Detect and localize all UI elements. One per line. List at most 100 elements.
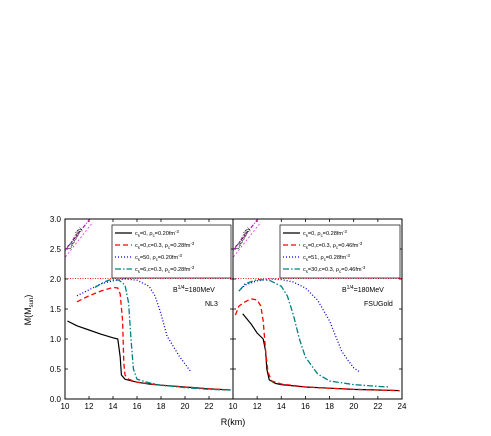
y-axis-label: M(Msun): [23, 295, 35, 326]
legend-text-part: c: [321, 233, 323, 238]
x-tick-label: 22: [205, 402, 214, 411]
legend-entry-4: cs=6,c=0.3, ρc=0.28fm-3: [135, 265, 195, 274]
x-tick-label: 20: [349, 402, 358, 411]
annotation-bag-constant: B1/4=180MeV: [342, 285, 384, 294]
legend-text-part: ρ: [149, 231, 152, 237]
legend-entry-4: cs=30,c=0.3, ρc=0.46fm-3: [303, 265, 366, 274]
x-tick-label: 18: [325, 402, 334, 411]
x-tick-label: 22: [373, 402, 382, 411]
legend-text-part: ρ: [317, 231, 320, 237]
legend-entry-3: cs=51, ρc=0.28fm-3: [303, 253, 351, 262]
causality-line: [65, 219, 91, 252]
x-tick-label: 10: [61, 402, 70, 411]
legend: cs=0, ρc=0.28fm-3cs=0,c=0.3, ρc=0.46fm-3…: [279, 224, 401, 279]
legend-text-part: c: [303, 267, 306, 273]
y-tick-label: 1.0: [50, 335, 62, 344]
series-line-2: [234, 298, 400, 392]
legend-text-part: =0,: [308, 231, 318, 237]
legend-text-part: -3: [190, 265, 194, 270]
causality-line: [65, 221, 94, 258]
legend-text-part: =0.46fm: [338, 243, 359, 249]
legend-text-part: c: [135, 243, 138, 249]
legend-text-part: ρ: [333, 243, 336, 249]
legend-text-part: =0,c=0.3,: [308, 243, 333, 249]
series-lines: [234, 278, 400, 392]
legend-text-part: =0,c=0.3,: [140, 243, 165, 249]
legend-text-part: =0.20fm: [158, 255, 179, 261]
y-axis-label-close: ): [23, 295, 33, 298]
series-line-4: [94, 278, 231, 391]
annotation-bag-constant: B1/4=180MeV: [173, 285, 215, 294]
annotation-part: 1/4: [178, 285, 185, 291]
legend-entry-3: cs=50, ρc=0.20fm-3: [135, 253, 183, 262]
x-tick-label: 12: [85, 402, 94, 411]
annotation-part: =180MeV: [185, 287, 215, 294]
y-tick-label: 1.5: [50, 305, 62, 314]
causality-label: Causality: [67, 227, 85, 251]
causality-region: [233, 219, 262, 258]
legend-text-part: s: [306, 269, 308, 274]
series-line-4: [238, 278, 390, 388]
legend-text-part: c: [135, 231, 138, 237]
legend-text-part: =0.28fm: [326, 255, 347, 261]
legend-text-part: c: [135, 267, 138, 273]
legend-text-part: ρ: [165, 243, 168, 249]
legend-text-part: -3: [178, 253, 182, 258]
annotation-part: B: [342, 287, 347, 294]
y-tick-label: 2.5: [50, 245, 62, 254]
legend-text-part: =0.28fm: [170, 243, 191, 249]
legend-entry-2: cs=0,c=0.3, ρc=0.46fm-3: [303, 241, 363, 250]
legend-text-part: -3: [343, 229, 347, 234]
legend-text-part: c: [336, 245, 338, 250]
x-tick-label: 10: [229, 402, 238, 411]
legend-text-part: ρ: [321, 255, 324, 261]
legend-text-part: c: [168, 269, 170, 274]
legend-text-part: =51,: [308, 255, 321, 261]
legend-text-part: s: [138, 257, 140, 262]
legend-text-part: ρ: [153, 255, 156, 261]
legend-text-part: s: [138, 233, 140, 238]
legend-text-part: -3: [362, 265, 366, 270]
legend-text-part: c: [324, 257, 326, 262]
x-tick-label: 24: [398, 402, 407, 411]
legend-text-part: s: [306, 233, 308, 238]
series-line-1: [67, 320, 231, 391]
x-axis-label: R(km): [221, 417, 246, 427]
annotation-part: =180MeV: [354, 287, 384, 294]
causality-line: [233, 221, 262, 258]
y-tick-label: 2.0: [50, 275, 62, 284]
legend-text-part: s: [306, 257, 308, 262]
legend-text-part: c: [303, 231, 306, 237]
legend-text-part: c: [303, 255, 306, 261]
legend-text-part: c: [153, 233, 155, 238]
legend-text-part: c: [303, 243, 306, 249]
legend-text-part: =0.28fm: [323, 231, 344, 237]
legend-text-part: -3: [358, 241, 362, 246]
legend-text-part: c: [339, 269, 341, 274]
y-tick-labels: 0.0 0.5 1.0 1.5 2.0 2.5 3.0: [50, 215, 62, 404]
legend-text-part: s: [138, 245, 140, 250]
x-tick-label: 16: [301, 402, 310, 411]
causality-label: Causality: [235, 227, 253, 251]
y-tick-label: 0.0: [50, 395, 62, 404]
legend-text-part: c: [135, 255, 138, 261]
causality-line: [233, 219, 259, 252]
series-lines: [67, 278, 231, 391]
legend-text-part: =0.28fm: [170, 267, 191, 273]
annotation-part: 1/4: [347, 285, 354, 291]
x-tick-label: 12: [253, 402, 262, 411]
annotation-model-name: FSUGold: [364, 301, 393, 308]
x-tick-label: 16: [133, 402, 142, 411]
y-axis-label-subscript: sun: [29, 298, 35, 308]
annotation-part: B: [173, 287, 178, 294]
x-tick-label: 14: [109, 402, 118, 411]
legend-text-part: s: [138, 269, 140, 274]
legend-text-part: =50,: [140, 255, 153, 261]
y-axis-label-main: M(M: [23, 307, 33, 325]
annotation-model-name: NL3: [205, 301, 218, 308]
x-tick-label: 14: [277, 402, 286, 411]
legend-text-part: =0.46fm: [341, 267, 362, 273]
legend-text-part: c: [156, 257, 158, 262]
